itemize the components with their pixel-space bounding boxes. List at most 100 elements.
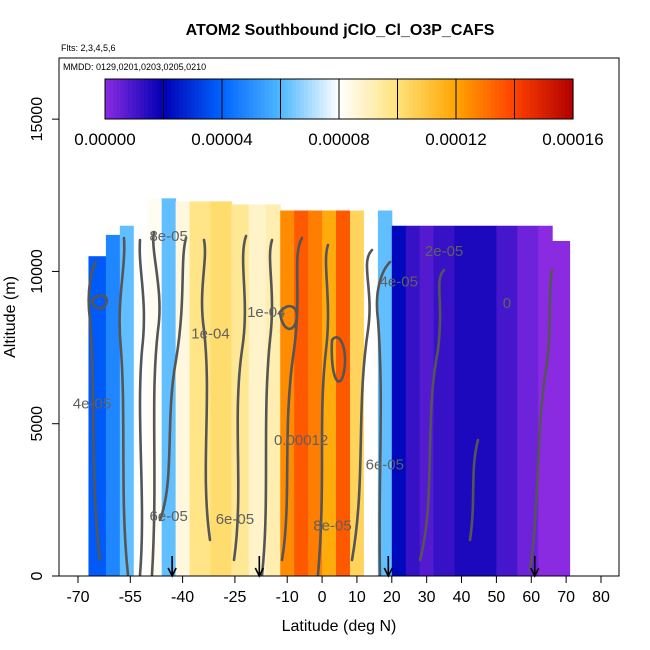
colorbar-swatch (202, 79, 207, 119)
colorbar-swatch (241, 79, 246, 119)
dates-text: MMDD: 0129,0201,0203,0205,0210 (63, 62, 206, 72)
colorbar-swatch (362, 79, 367, 119)
colorbar-swatch (120, 79, 126, 119)
colorbar-swatch (116, 79, 122, 119)
colorbar-swatch (233, 79, 239, 119)
contour-line (280, 236, 304, 562)
colorbar-swatch (167, 79, 172, 119)
colorbar-swatch (175, 79, 180, 119)
colorbar-swatch (448, 79, 453, 119)
colorbar-swatch (335, 79, 340, 119)
colorbar-swatch (366, 79, 371, 119)
colorbar-swatch (206, 79, 211, 119)
y-tick-label: 10000 (29, 249, 46, 294)
colorbar-swatch (537, 79, 543, 119)
colorbar-swatch (218, 79, 223, 119)
colorbar-swatch (342, 79, 348, 119)
colorbar-swatch (409, 79, 414, 119)
colorbar-swatch (163, 79, 168, 119)
colorbar-swatch (245, 79, 250, 119)
colorbar-swatch (159, 79, 165, 119)
contour-label: 0 (503, 295, 511, 312)
contour-line (118, 236, 130, 576)
contour-label: 1e-04 (191, 325, 229, 342)
colorbar-swatch (506, 79, 512, 119)
colorbar-swatch (222, 79, 227, 119)
colorbar-swatch (397, 79, 402, 119)
heatmap-cell (391, 225, 407, 576)
colorbar-swatch (237, 79, 243, 119)
heatmap-cell (105, 234, 121, 576)
colorbar-swatch (112, 79, 118, 119)
colorbar-swatch (264, 79, 270, 119)
colorbar-swatch (214, 79, 219, 119)
x-tick-label: 30 (418, 589, 436, 606)
contour-line (200, 238, 212, 542)
colorbar-swatch (151, 79, 157, 119)
colorbar-swatch (315, 79, 321, 119)
plot-frame (58, 57, 620, 577)
colorbar-swatch (514, 79, 519, 119)
colorbar-swatch (303, 79, 309, 119)
heatmap-cell (280, 210, 295, 576)
colorbar-swatch (518, 79, 523, 119)
colorbar-swatch (210, 79, 215, 119)
colorbar-swatch (463, 79, 469, 119)
colorbar-swatch (370, 79, 375, 119)
colorbar-swatch (495, 79, 500, 119)
colorbar-swatch (124, 79, 129, 119)
x-tick-label: -40 (171, 589, 194, 606)
heatmap-cell (419, 225, 435, 576)
colorbar-swatch (401, 79, 406, 119)
colorbar-swatch (561, 79, 566, 119)
contour-line (316, 243, 330, 576)
x-tick-label: 40 (453, 589, 471, 606)
contour-line (150, 230, 161, 576)
colorbar-swatch (261, 79, 266, 119)
colorbar-swatch (268, 79, 274, 119)
colorbar-swatch (456, 79, 461, 119)
colorbar-swatch (144, 79, 149, 119)
colorbar-swatch (292, 79, 297, 119)
x-tick-label: 20 (383, 589, 401, 606)
contour-label: 4e-05 (73, 395, 111, 412)
colorbar-swatch (249, 79, 254, 119)
contour-line (418, 268, 446, 562)
x-tick-label: 80 (592, 589, 610, 606)
colorbar-swatch (183, 79, 188, 119)
colorbar-swatch (253, 79, 258, 119)
colorbar-swatch (374, 79, 379, 119)
colorbar-tick-label: 0.00016 (542, 130, 603, 149)
colorbar-swatch (296, 79, 301, 119)
contour-label: 8e-05 (313, 517, 351, 534)
colorbar-swatch (545, 79, 551, 119)
colorbar-swatch (128, 79, 133, 119)
heatmap-cell (552, 240, 571, 576)
heatmap-cell (496, 225, 518, 576)
colorbar-swatch (105, 79, 110, 119)
colorbar-swatch (354, 79, 360, 119)
heatmap-cell (308, 210, 323, 576)
colorbar-swatch (479, 79, 484, 119)
colorbar-swatch (136, 79, 141, 119)
colorbar-swatch (393, 79, 399, 119)
colorbar-swatch (225, 79, 231, 119)
colorbar-swatch (280, 79, 285, 119)
contour-line (330, 336, 347, 383)
colorbar-swatch (541, 79, 547, 119)
colorbar-swatch (420, 79, 426, 119)
colorbar-swatch (378, 79, 383, 119)
x-axis: -70 -55 -40 -25 -10 0 10 20 30 40 50 60 70 80 (66, 576, 610, 606)
heatmap-cell (405, 225, 421, 576)
colorbar-swatch (155, 79, 161, 119)
contour-line (278, 304, 299, 331)
colorbar-swatch (147, 79, 153, 119)
y-tick-label: 15000 (29, 97, 46, 142)
colorbar-swatch (483, 79, 488, 119)
colorbar-swatch (272, 79, 278, 119)
x-tick-label: 0 (318, 589, 327, 606)
flight-arrows (167, 556, 540, 578)
x-tick-label: -55 (119, 589, 142, 606)
colorbar-swatch (319, 79, 324, 119)
